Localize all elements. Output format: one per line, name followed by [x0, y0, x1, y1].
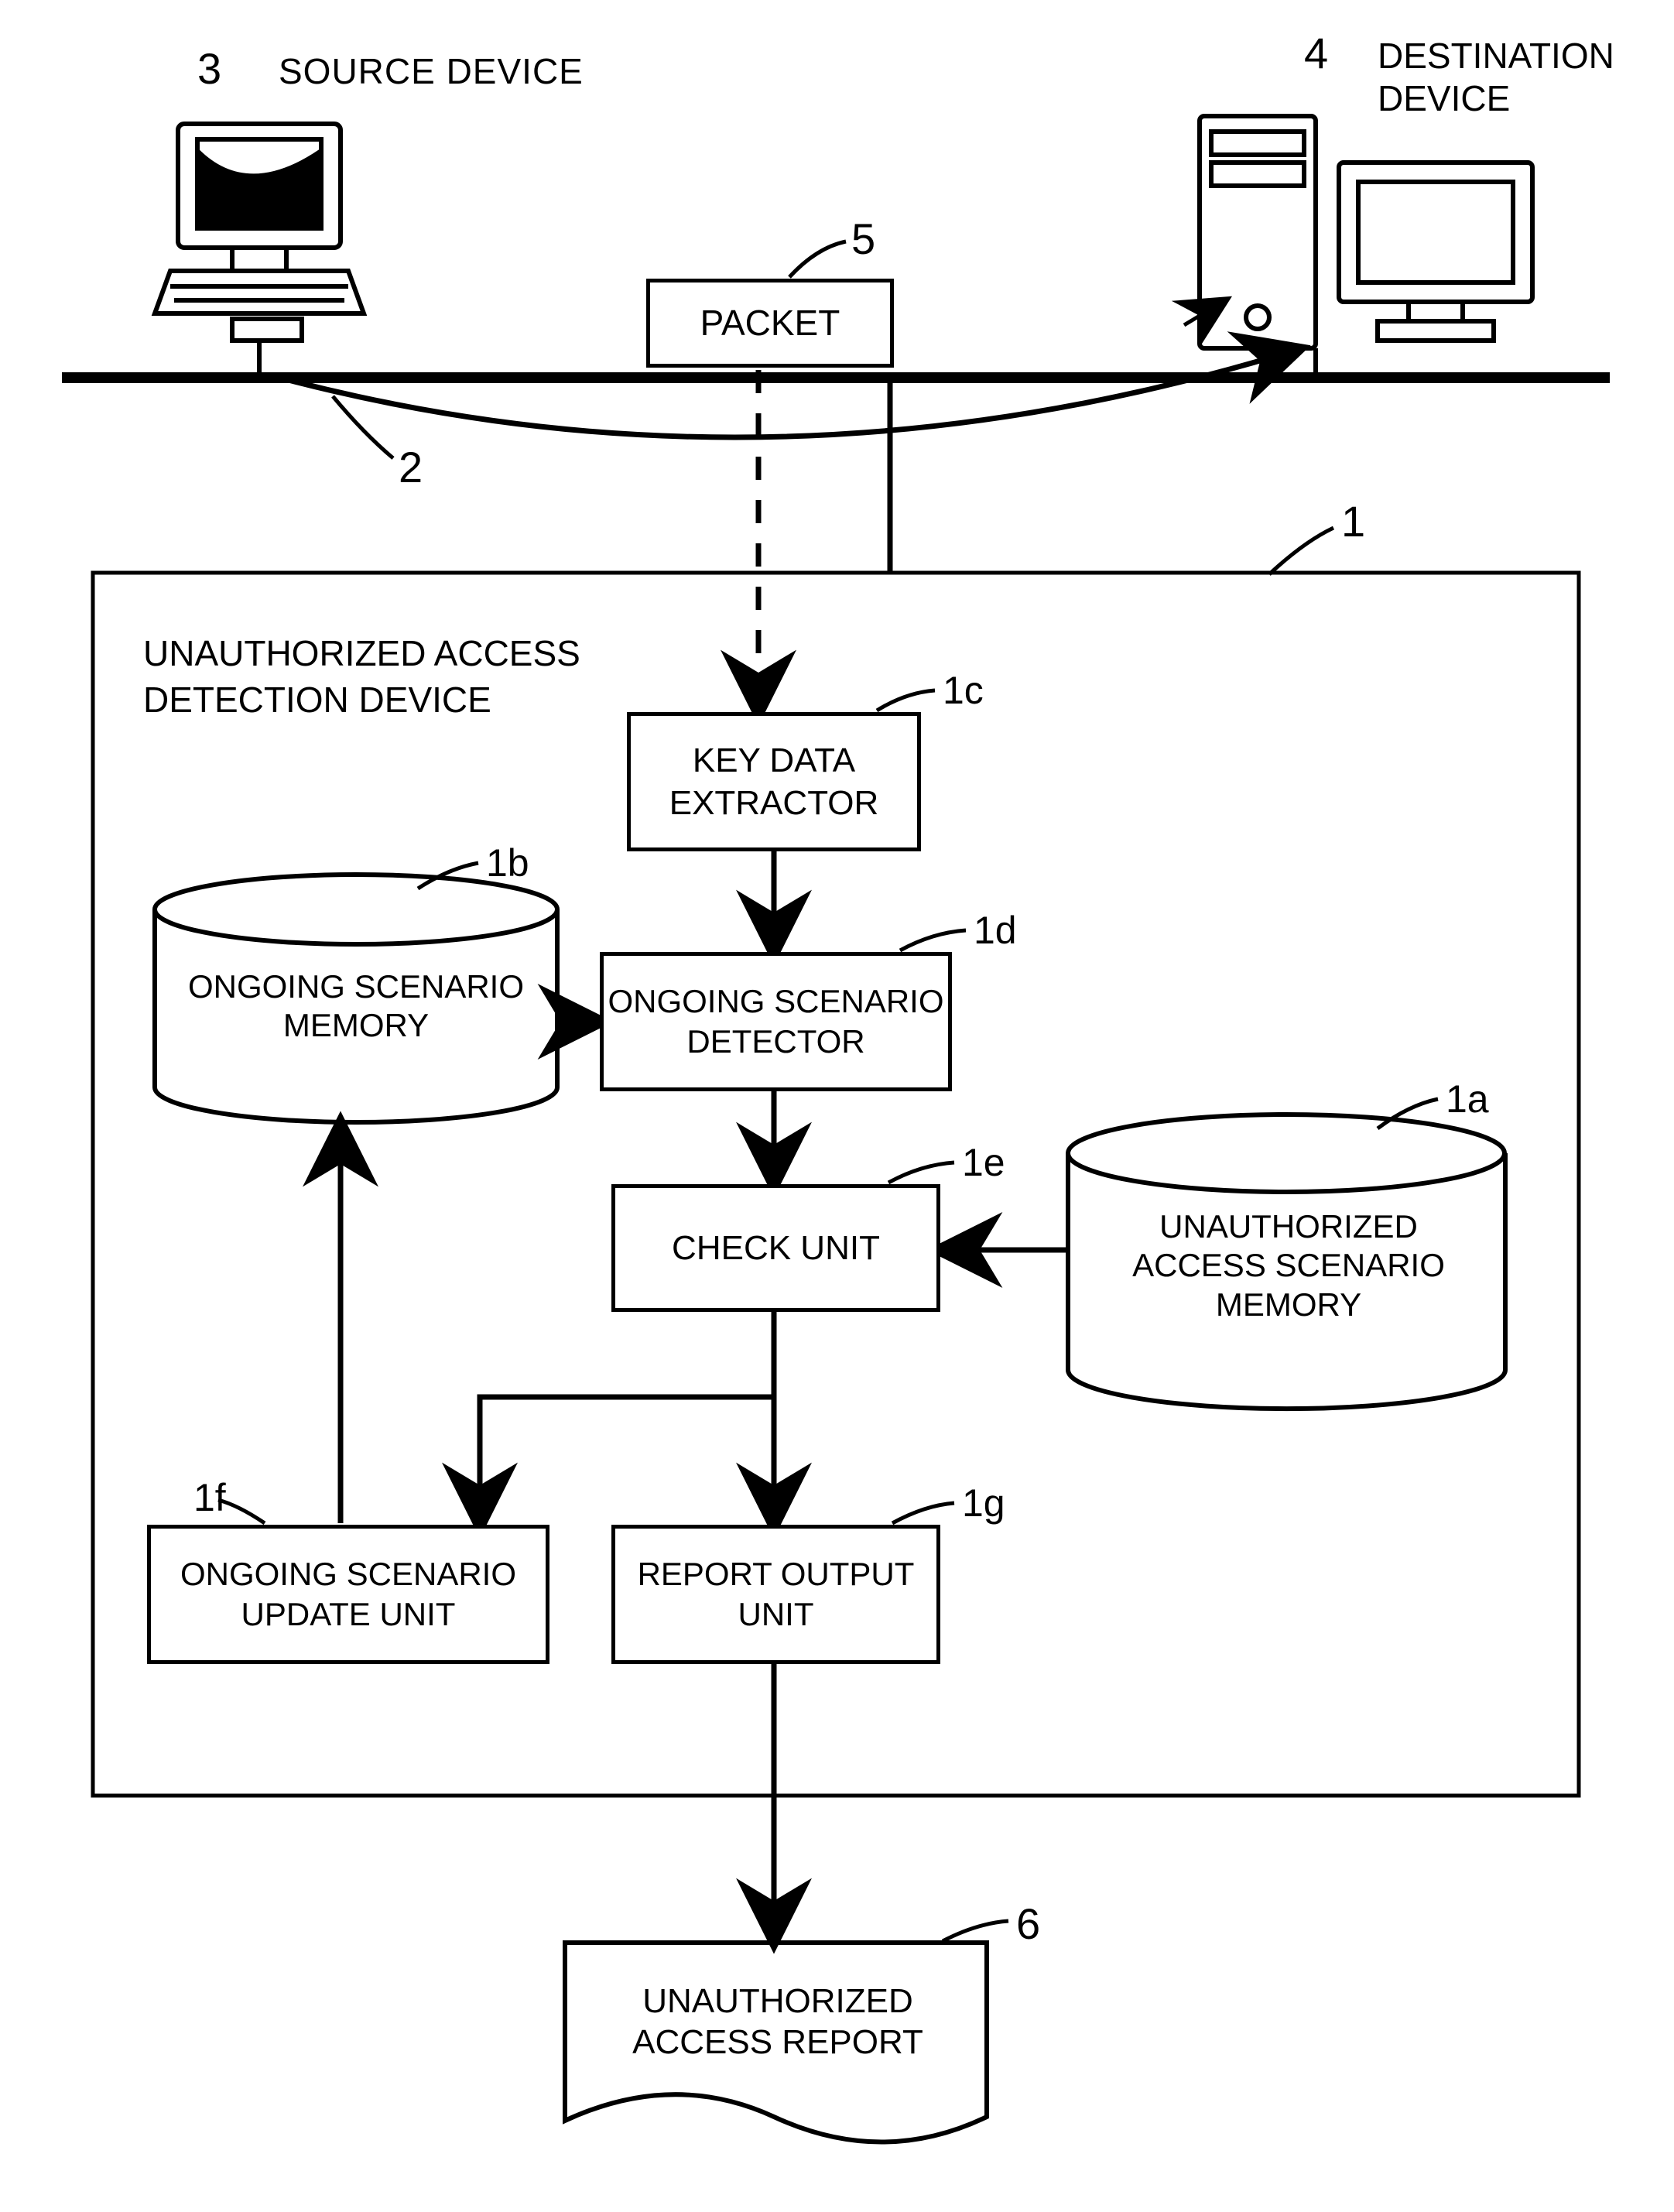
ongoing-scenario-update-unit-number: 1f — [193, 1474, 226, 1521]
unauthorized-access-report-label: UNAUTHORIZED ACCESS REPORT — [588, 1981, 967, 2063]
packet-number: 5 — [851, 213, 875, 265]
key-data-extractor-box: KEY DATA EXTRACTOR — [627, 712, 921, 851]
ongoing-scenario-update-unit-box: ONGOING SCENARIO UPDATE UNIT — [147, 1525, 549, 1664]
key-data-extractor-number: 1c — [943, 667, 984, 714]
source-device-number: 3 — [197, 43, 221, 94]
source-device-label: SOURCE DEVICE — [279, 50, 584, 93]
source-pc-icon — [155, 124, 364, 341]
destination-pc-icon — [1200, 116, 1532, 348]
destination-device-label: DESTINATION DEVICE — [1378, 35, 1614, 120]
device-title: UNAUTHORIZED ACCESS DETECTION DEVICE — [143, 631, 580, 724]
ongoing-scenario-detector-box: ONGOING SCENARIO DETECTOR — [600, 952, 952, 1091]
ongoing-scenario-memory-number: 1b — [486, 840, 529, 886]
ongoing-scenario-detector-number: 1d — [974, 907, 1017, 954]
report-output-unit-number: 1g — [962, 1480, 1005, 1526]
check-unit-box: CHECK UNIT — [611, 1184, 940, 1312]
unauthorized-scenario-memory-number: 1a — [1446, 1076, 1489, 1122]
unauthorized-access-report-number: 6 — [1016, 1898, 1040, 1950]
unauthorized-scenario-memory-label: UNAUTHORIZED ACCESS SCENARIO MEMORY — [1087, 1207, 1490, 1324]
ongoing-scenario-memory-label: ONGOING SCENARIO MEMORY — [174, 967, 538, 1046]
bus-number: 2 — [399, 441, 423, 493]
device-number: 1 — [1341, 495, 1365, 547]
destination-device-number: 4 — [1304, 27, 1328, 79]
packet-box: PACKET — [646, 279, 894, 368]
report-output-unit-box: REPORT OUTPUT UNIT — [611, 1525, 940, 1664]
check-unit-number: 1e — [962, 1139, 1005, 1186]
